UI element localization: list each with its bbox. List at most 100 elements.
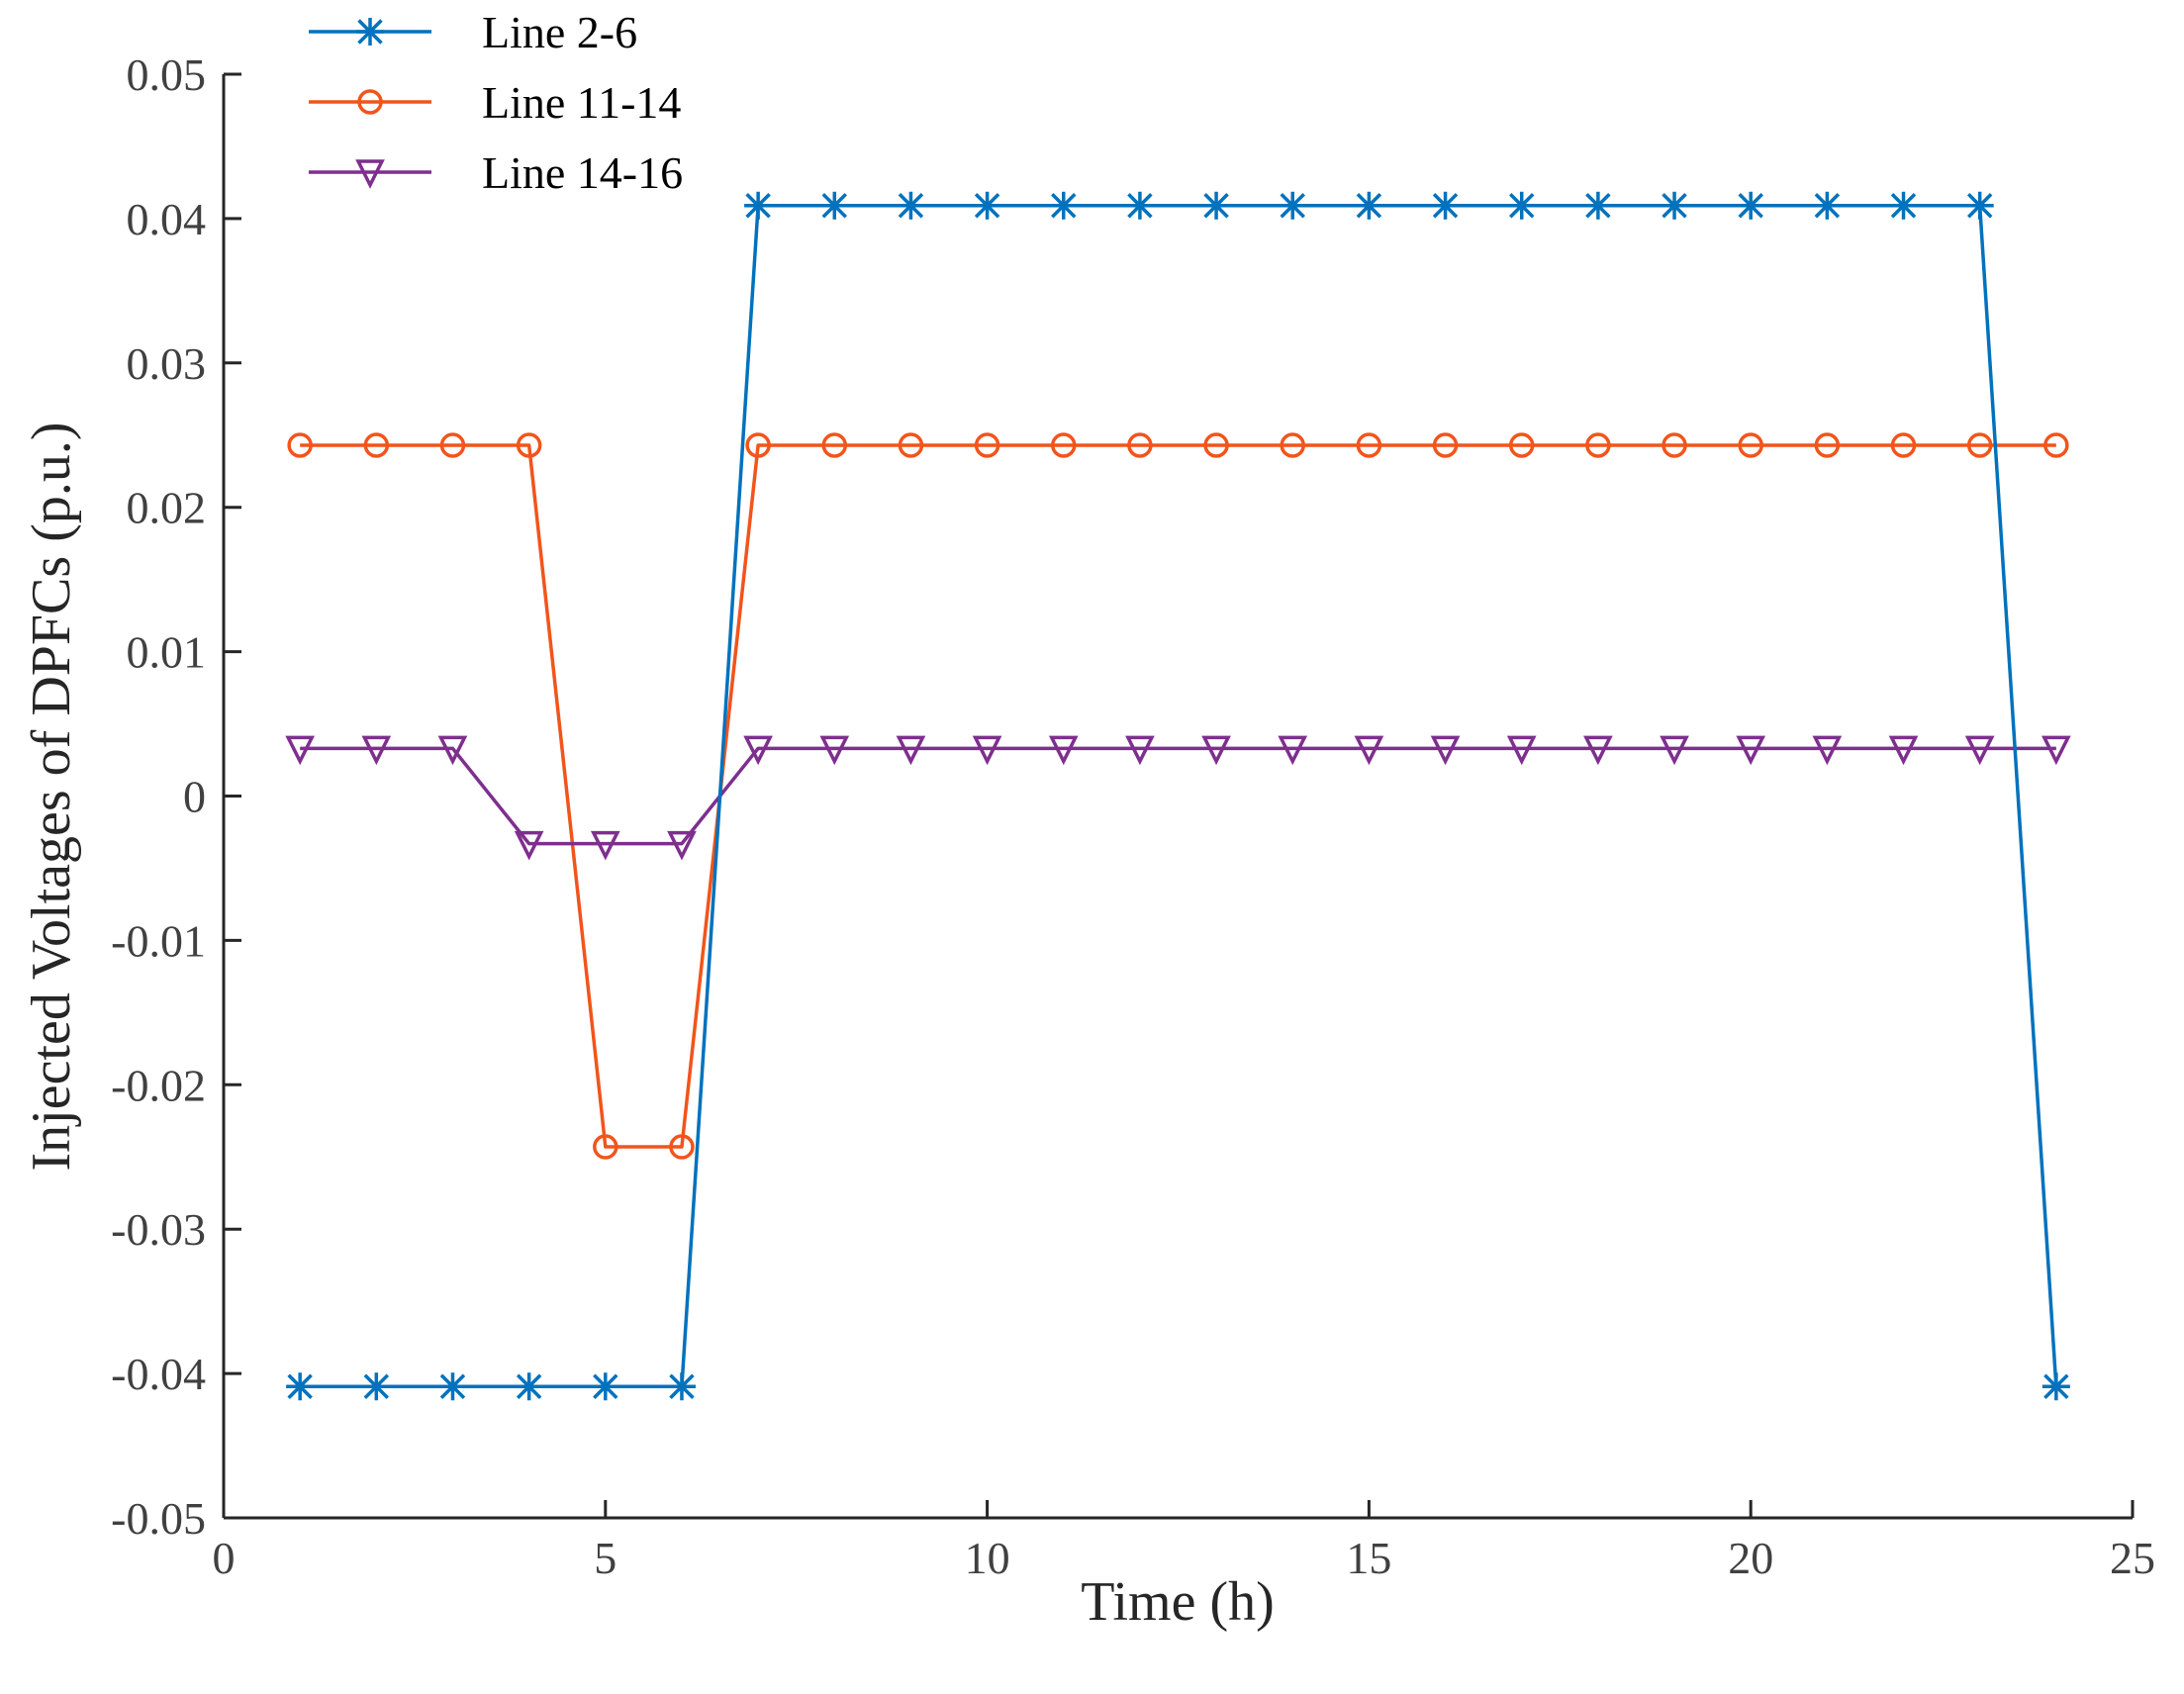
data-point bbox=[2043, 432, 2069, 458]
data-point bbox=[973, 191, 1001, 220]
data-point bbox=[361, 735, 392, 766]
data-point bbox=[897, 191, 925, 220]
data-point bbox=[1356, 432, 1382, 458]
data-point bbox=[667, 1372, 696, 1401]
data-point bbox=[2042, 735, 2071, 766]
data-point bbox=[1888, 735, 1919, 766]
data-point bbox=[1506, 735, 1537, 766]
data-point bbox=[286, 1372, 315, 1401]
data-point bbox=[515, 1372, 543, 1401]
data-point bbox=[1279, 191, 1307, 220]
data-point bbox=[1051, 432, 1077, 458]
data-point bbox=[1355, 191, 1383, 220]
x-tick-label: 25 bbox=[2110, 1533, 2155, 1583]
data-point bbox=[590, 830, 620, 861]
data-point bbox=[1507, 191, 1536, 220]
data-point bbox=[1662, 432, 1687, 458]
data-point bbox=[1965, 191, 1994, 220]
legend-label: Line 2-6 bbox=[482, 7, 637, 57]
series-plot bbox=[285, 191, 2071, 1401]
legend-marker bbox=[357, 89, 383, 115]
data-point bbox=[1431, 191, 1460, 220]
data-point bbox=[1430, 735, 1461, 766]
data-point bbox=[745, 432, 771, 458]
legend-item: Line 2-6 bbox=[309, 7, 637, 57]
x-tick-label: 0 bbox=[213, 1533, 236, 1583]
data-point bbox=[591, 1372, 619, 1401]
data-point bbox=[1813, 191, 1842, 220]
legend-marker bbox=[356, 18, 384, 46]
data-point bbox=[1201, 735, 1231, 766]
data-point bbox=[1280, 432, 1305, 458]
data-point bbox=[1964, 735, 1995, 766]
data-point bbox=[1814, 432, 1841, 458]
y-tick-label: 0.01 bbox=[127, 627, 207, 678]
series-line-11-14 bbox=[287, 432, 2069, 1160]
series-line-14-16 bbox=[285, 735, 2071, 861]
data-point bbox=[743, 735, 773, 766]
y-tick-label: -0.04 bbox=[111, 1349, 206, 1399]
data-point bbox=[1889, 191, 1918, 220]
data-point bbox=[1125, 735, 1155, 766]
data-point bbox=[1812, 735, 1843, 766]
data-point bbox=[820, 191, 849, 220]
data-point bbox=[1048, 735, 1079, 766]
series-line bbox=[300, 204, 2058, 1388]
data-point bbox=[1202, 191, 1231, 220]
data-point bbox=[1508, 432, 1535, 458]
series-line-2-6 bbox=[286, 191, 2070, 1401]
data-point bbox=[285, 735, 315, 766]
data-point bbox=[1127, 432, 1153, 458]
data-point bbox=[287, 432, 313, 458]
legend-item: Line 11-14 bbox=[309, 77, 681, 128]
y-tick-label: -0.05 bbox=[111, 1493, 206, 1544]
y-tick-label: -0.02 bbox=[111, 1060, 206, 1110]
data-point bbox=[974, 432, 1000, 458]
y-tick-label: 0 bbox=[183, 772, 206, 822]
legend-marker bbox=[355, 159, 385, 189]
legend-label: Line 14-16 bbox=[482, 147, 683, 198]
data-point bbox=[1203, 432, 1229, 458]
data-point bbox=[1585, 432, 1611, 458]
axes bbox=[222, 74, 2133, 1520]
data-point bbox=[821, 432, 848, 458]
data-point bbox=[669, 1134, 695, 1160]
data-point bbox=[1738, 432, 1763, 458]
data-point bbox=[1661, 191, 1689, 220]
data-point bbox=[1049, 191, 1078, 220]
data-point bbox=[1737, 191, 1765, 220]
data-point bbox=[1125, 191, 1154, 220]
data-point bbox=[896, 735, 926, 766]
y-tick-label: 0.02 bbox=[127, 483, 207, 533]
x-tick-label: 15 bbox=[1346, 1533, 1391, 1583]
x-axis-title: Time (h) bbox=[1081, 1571, 1275, 1633]
ticks: 0 5 10 15 20 25 -0.05 -0.04 -0.03 -0.02 -0.01 0 0.01… bbox=[111, 49, 2155, 1583]
data-point bbox=[516, 432, 542, 458]
data-point bbox=[1736, 735, 1766, 766]
data-point bbox=[898, 432, 924, 458]
x-tick-label: 20 bbox=[1728, 1533, 1773, 1583]
data-point bbox=[1583, 735, 1613, 766]
x-tick-label: 10 bbox=[965, 1533, 1010, 1583]
data-point bbox=[972, 735, 1002, 766]
data-point bbox=[667, 830, 697, 861]
data-point bbox=[1278, 735, 1308, 766]
y-tick-label: 0.03 bbox=[127, 338, 207, 389]
y-tick-label: -0.03 bbox=[111, 1204, 206, 1255]
data-point bbox=[1432, 432, 1459, 458]
legend-item: Line 14-16 bbox=[309, 147, 683, 198]
y-tick-label: 0.04 bbox=[127, 194, 207, 244]
data-point bbox=[2042, 1372, 2070, 1401]
data-point bbox=[439, 432, 466, 458]
series-line bbox=[300, 443, 2056, 1149]
data-point bbox=[438, 1372, 467, 1401]
data-point bbox=[744, 191, 773, 220]
data-point bbox=[1890, 432, 1917, 458]
data-point bbox=[593, 1134, 618, 1160]
y-tick-label: 0.05 bbox=[127, 49, 207, 100]
legend: Line 2-6 Line 11-14 Line 14-16 bbox=[309, 7, 683, 198]
y-tick-label: -0.01 bbox=[111, 915, 206, 966]
data-point bbox=[362, 1372, 391, 1401]
data-point bbox=[819, 735, 850, 766]
